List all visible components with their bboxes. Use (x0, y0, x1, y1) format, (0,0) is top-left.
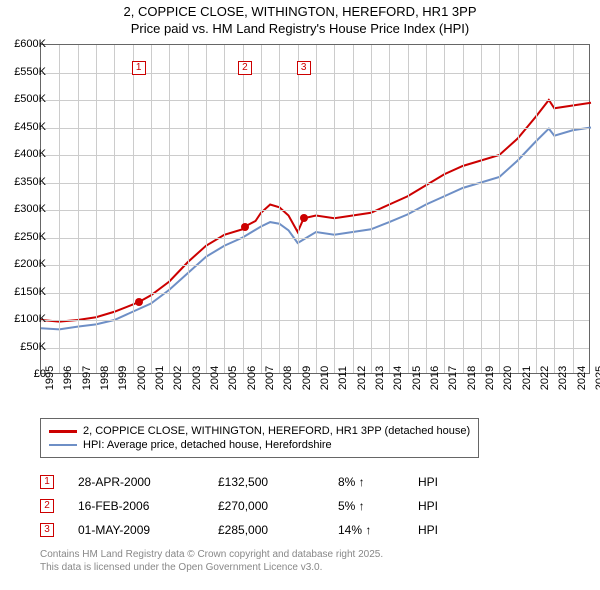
footer-line-1: Contains HM Land Registry data © Crown c… (40, 548, 383, 561)
y-tick-label: £50K (20, 341, 46, 353)
x-tick-label: 2020 (502, 366, 514, 390)
x-tick-label: 2003 (191, 366, 203, 390)
y-tick-label: £350K (14, 176, 46, 188)
x-tick-label: 2012 (356, 366, 368, 390)
legend-swatch (49, 444, 77, 446)
y-tick-label: £600K (14, 38, 46, 50)
transaction-row: 2 16-FEB-2006£270,0005% ↑HPI (40, 494, 438, 518)
x-tick-label: 2009 (301, 366, 313, 390)
x-tick-label: 2000 (136, 366, 148, 390)
chart-container: 2, COPPICE CLOSE, WITHINGTON, HEREFORD, … (0, 0, 600, 590)
x-tick-label: 2017 (447, 366, 459, 390)
tx-pct: 5% ↑ (338, 499, 418, 513)
legend-swatch (49, 430, 77, 433)
title-line-1: 2, COPPICE CLOSE, WITHINGTON, HEREFORD, … (0, 4, 600, 21)
y-tick-label: £300K (14, 203, 46, 215)
title-line-2: Price paid vs. HM Land Registry's House … (0, 21, 600, 38)
x-tick-label: 1998 (99, 366, 111, 390)
legend-row: 2, COPPICE CLOSE, WITHINGTON, HEREFORD, … (49, 425, 470, 437)
tx-price: £285,000 (218, 523, 338, 537)
tx-marker: 2 (40, 499, 54, 513)
x-tick-label: 2007 (264, 366, 276, 390)
x-tick-label: 2015 (411, 366, 423, 390)
chart-svg (41, 45, 589, 373)
chart-tx-marker: 3 (297, 61, 311, 75)
x-tick-label: 2016 (429, 366, 441, 390)
footer: Contains HM Land Registry data © Crown c… (40, 548, 383, 574)
x-tick-label: 2019 (484, 366, 496, 390)
x-tick-label: 1997 (81, 366, 93, 390)
x-tick-label: 2018 (466, 366, 478, 390)
y-tick-label: £150K (14, 286, 46, 298)
transaction-row: 3 01-MAY-2009£285,00014% ↑HPI (40, 518, 438, 542)
tx-marker: 3 (40, 523, 54, 537)
tx-pct: 8% ↑ (338, 475, 418, 489)
y-tick-label: £450K (14, 121, 46, 133)
x-tick-label: 1996 (62, 366, 74, 390)
tx-marker: 1 (40, 475, 54, 489)
y-tick-label: £100K (14, 313, 46, 325)
y-tick-label: £200K (14, 258, 46, 270)
tx-date: 01-MAY-2009 (78, 523, 218, 537)
x-tick-label: 2011 (337, 366, 349, 390)
x-tick-label: 2023 (557, 366, 569, 390)
x-tick-label: 2006 (246, 366, 258, 390)
x-tick-label: 2022 (539, 366, 551, 390)
tx-price: £270,000 (218, 499, 338, 513)
chart-tx-point (300, 214, 308, 222)
x-tick-label: 2013 (374, 366, 386, 390)
x-tick-label: 1995 (44, 366, 56, 390)
transactions-table: 128-APR-2000£132,5008% ↑HPI216-FEB-2006£… (40, 470, 438, 542)
tx-hpi-label: HPI (418, 523, 438, 537)
legend-row: HPI: Average price, detached house, Here… (49, 439, 470, 451)
y-tick-label: £500K (14, 93, 46, 105)
x-tick-label: 2021 (521, 366, 533, 390)
tx-hpi-label: HPI (418, 475, 438, 489)
chart-tx-marker: 1 (132, 61, 146, 75)
tx-date: 28-APR-2000 (78, 475, 218, 489)
chart-tx-marker: 2 (238, 61, 252, 75)
x-tick-label: 2014 (392, 366, 404, 390)
chart-plot-area: 1 2 3 (40, 44, 590, 374)
footer-line-2: This data is licensed under the Open Gov… (40, 561, 383, 574)
x-tick-label: 2004 (209, 366, 221, 390)
tx-pct: 14% ↑ (338, 523, 418, 537)
x-tick-label: 2010 (319, 366, 331, 390)
transaction-row: 1 28-APR-2000£132,5008% ↑HPI (40, 470, 438, 494)
y-tick-label: £400K (14, 148, 46, 160)
tx-hpi-label: HPI (418, 499, 438, 513)
x-tick-label: 2024 (576, 366, 588, 390)
chart-tx-point (241, 223, 249, 231)
title-block: 2, COPPICE CLOSE, WITHINGTON, HEREFORD, … (0, 0, 600, 38)
legend-label: HPI: Average price, detached house, Here… (83, 439, 332, 451)
y-tick-label: £250K (14, 231, 46, 243)
x-tick-label: 2002 (172, 366, 184, 390)
legend-label: 2, COPPICE CLOSE, WITHINGTON, HEREFORD, … (83, 425, 470, 437)
x-tick-label: 2005 (227, 366, 239, 390)
x-tick-label: 2025 (594, 366, 600, 390)
legend: 2, COPPICE CLOSE, WITHINGTON, HEREFORD, … (40, 418, 479, 458)
tx-price: £132,500 (218, 475, 338, 489)
tx-date: 16-FEB-2006 (78, 499, 218, 513)
x-tick-label: 1999 (117, 366, 129, 390)
y-tick-label: £550K (14, 66, 46, 78)
x-tick-label: 2001 (154, 366, 166, 390)
chart-tx-point (135, 298, 143, 306)
x-tick-label: 2008 (282, 366, 294, 390)
